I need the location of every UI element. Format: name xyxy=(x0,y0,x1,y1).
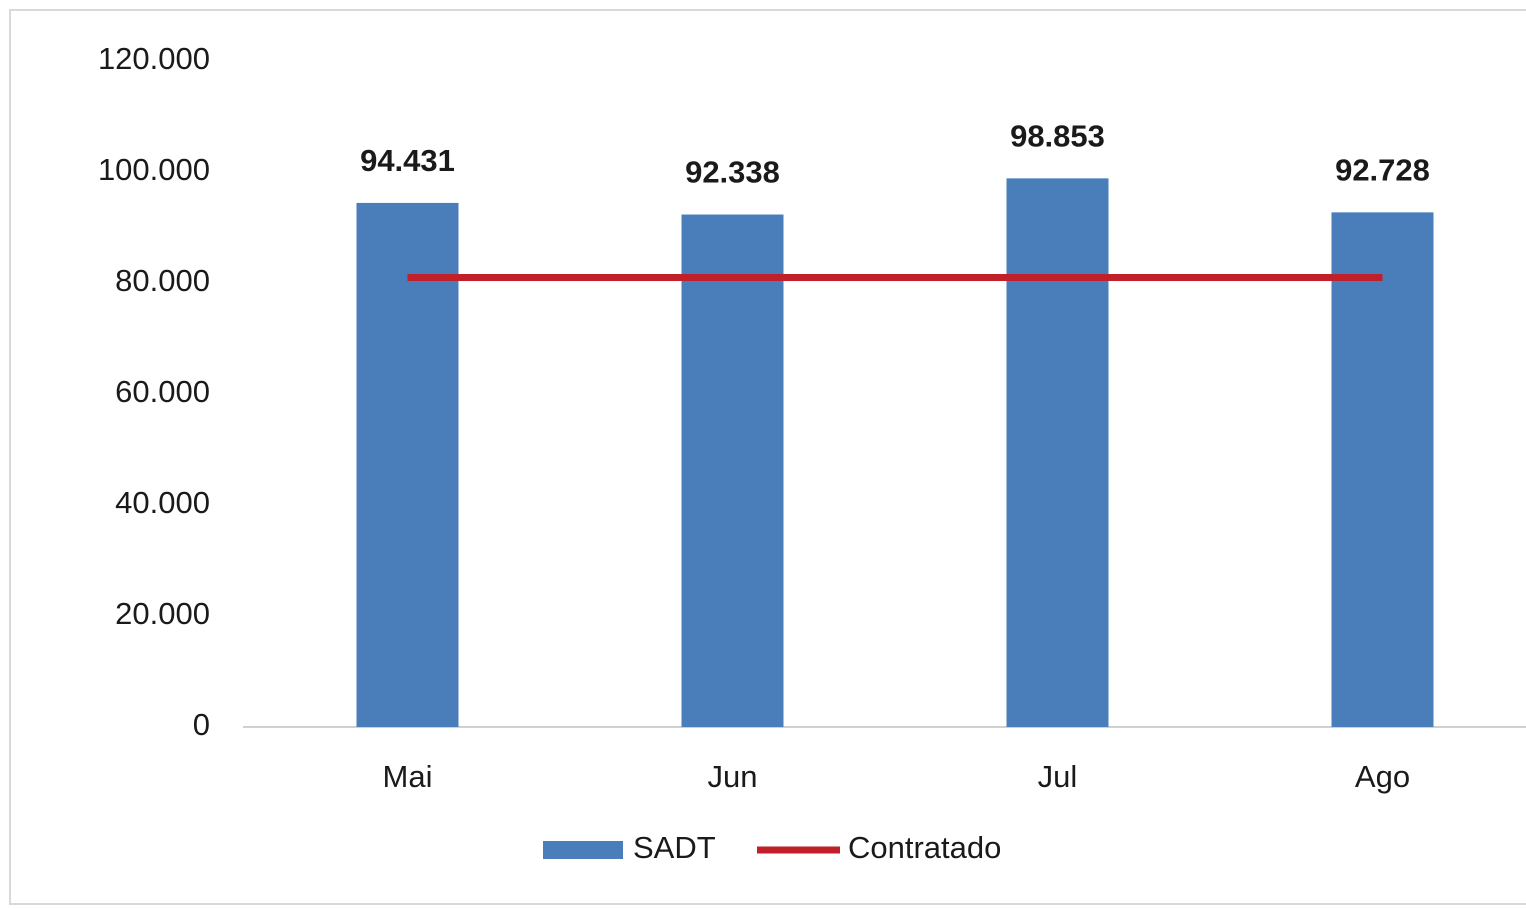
bar xyxy=(681,214,784,727)
legend-label: Contratado xyxy=(848,830,1001,865)
y-tick-label: 120.000 xyxy=(98,41,210,76)
y-tick-label: 80.000 xyxy=(115,263,210,298)
bar xyxy=(1331,212,1434,727)
x-tick-label: Jun xyxy=(708,759,758,794)
y-tick-label: 0 xyxy=(193,707,210,742)
legend-label: SADT xyxy=(633,830,716,865)
data-label: 92.728 xyxy=(1335,153,1430,188)
data-label: 94.431 xyxy=(360,143,455,178)
y-tick-label: 20.000 xyxy=(115,596,210,631)
x-tick-label: Ago xyxy=(1355,759,1410,794)
y-tick-label: 100.000 xyxy=(98,152,210,187)
data-label: 92.338 xyxy=(685,155,780,190)
y-tick-label: 40.000 xyxy=(115,485,210,520)
x-tick-label: Jul xyxy=(1038,759,1078,794)
legend-swatch xyxy=(543,841,623,859)
data-label: 98.853 xyxy=(1010,119,1105,154)
y-tick-label: 60.000 xyxy=(115,374,210,409)
x-tick-label: Mai xyxy=(383,759,433,794)
bar xyxy=(1006,178,1109,727)
bar xyxy=(356,202,459,727)
